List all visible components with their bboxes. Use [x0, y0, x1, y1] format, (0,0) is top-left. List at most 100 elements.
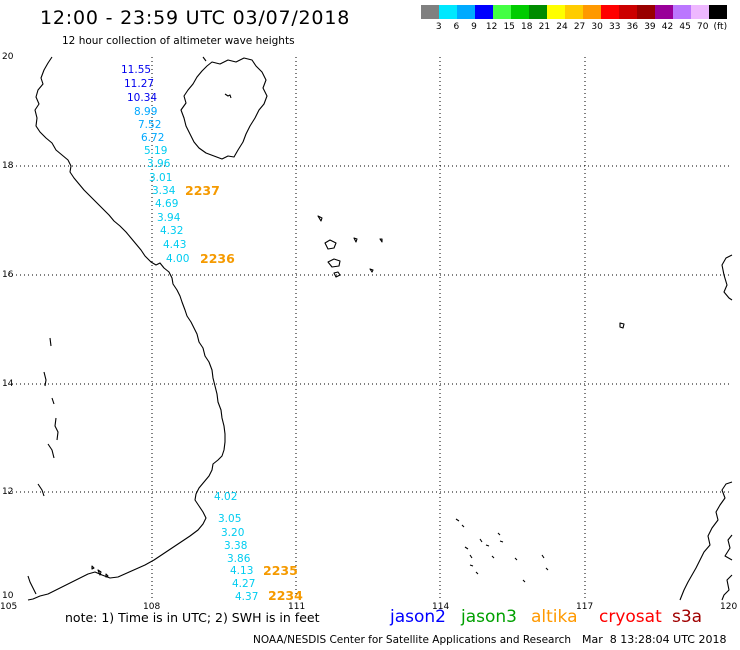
satellite-name-altika: altika	[531, 607, 578, 627]
satellite-name-jason3: jason3	[461, 607, 517, 627]
inland-water-marks	[27, 337, 59, 595]
pass-time-label: 2235	[263, 563, 298, 578]
gulf-islands	[91, 565, 109, 578]
hainan-inland-mark	[224, 93, 232, 99]
page-subtitle: 12 hour collection of altimeter wave hei…	[62, 35, 295, 47]
pass-time-label: 2236	[200, 251, 235, 266]
legend-tick-label: 24	[556, 22, 568, 32]
satellite-name-jason2: jason2	[390, 607, 446, 627]
legend-color-swatch	[691, 5, 709, 19]
wave-height-label: 5.19	[144, 145, 168, 157]
legend-tick-label: 27	[573, 22, 586, 32]
spratly-islands	[455, 518, 549, 583]
wave-height-label: 4.00	[166, 253, 190, 265]
legend-color-swatch	[601, 5, 619, 19]
latitude-label: 20	[2, 52, 14, 62]
units-note: note: 1) Time is in UTC; 2) SWH is in fe…	[65, 610, 320, 625]
paracel-islands	[317, 215, 383, 278]
legend-color-swatch	[475, 5, 493, 19]
legend-tick-label: 33	[609, 22, 621, 32]
wave-height-label: 3.34	[152, 185, 176, 197]
pass-time-label: 2237	[185, 183, 220, 198]
wave-height-label: 3.96	[147, 158, 171, 170]
longitude-label: 120	[720, 602, 738, 612]
legend-tick-label: 12	[485, 22, 498, 32]
graticule	[8, 57, 732, 600]
legend-color-swatch	[709, 5, 727, 19]
wave-height-label: 4.27	[232, 578, 256, 590]
mainland-coast-fragment	[202, 56, 207, 62]
legend-color-swatch	[529, 5, 547, 19]
coastlines	[27, 56, 733, 601]
philippines-coast-south	[721, 534, 733, 601]
philippines-coast-north	[721, 254, 733, 301]
legend-tick-label: 36	[626, 22, 639, 32]
satellite-name-cryosat: cryosat	[599, 607, 662, 627]
legend-tick-label: 21	[538, 22, 551, 32]
legend-tick-label: 15	[503, 22, 515, 32]
wave-height-label: 4.32	[160, 225, 184, 237]
longitude-label: 108	[143, 602, 161, 612]
legend-tick-label: 9	[471, 22, 477, 32]
legend-tick-label: 70	[696, 22, 709, 32]
wave-height-label: 11.27	[124, 78, 155, 90]
legend-color-swatch	[637, 5, 655, 19]
wave-height-label: 3.01	[149, 172, 173, 184]
latitude-label: 14	[2, 379, 14, 389]
longitude-label: 105	[0, 602, 18, 612]
legend-color-swatch	[583, 5, 601, 19]
legend-tick-label: 30	[591, 22, 603, 32]
legend-color-swatch	[511, 5, 529, 19]
legend-color-swatch	[619, 5, 637, 19]
wave-height-label: 3.86	[227, 553, 251, 565]
longitude-label: 117	[576, 602, 594, 612]
legend-color-swatch	[673, 5, 691, 19]
legend-color-swatch	[655, 5, 673, 19]
legend-tick-label: 39	[644, 22, 656, 32]
wave-height-label: 8.99	[134, 106, 158, 118]
legend-color-swatch	[565, 5, 583, 19]
wave-height-legend: 3 6 9 12 15 18 21 24 27 30 33 36 39 42 45 70 (ft)	[421, 5, 727, 35]
latitude-label: 18	[2, 161, 14, 171]
latitude-label: 10	[2, 591, 14, 601]
wave-height-label: 4.43	[163, 239, 187, 251]
mainland-coastline	[27, 56, 226, 601]
palawan-coast	[679, 481, 733, 601]
wave-height-label: 4.69	[155, 198, 179, 210]
legend-color-swatch	[421, 5, 439, 19]
latitude-label: 12	[2, 487, 14, 497]
pass-time-label: 2234	[268, 588, 303, 603]
page-title: 12:00 - 23:59 UTC 03/07/2018	[40, 7, 351, 29]
offshore-islet	[619, 322, 625, 329]
legend-tick-labels: 3 6 9 12 15 18 21 24 27 30 33 36 39 42 45 70 (ft)	[430, 22, 729, 32]
wave-height-label: 7.52	[138, 119, 162, 131]
satellite-name-s3a: s3a	[672, 607, 703, 627]
wave-height-label: 3.05	[218, 513, 242, 525]
legend-color-swatch	[457, 5, 475, 19]
legend-tick-label: 3	[435, 22, 442, 32]
wave-height-label: 4.37	[235, 591, 259, 603]
generation-timestamp: Mar 8 13:28:04 UTC 2018	[582, 633, 727, 646]
legend-color-bar	[421, 5, 727, 19]
wave-height-label: 11.55	[121, 64, 152, 76]
legend-tick-label: 45	[679, 22, 691, 32]
wave-height-label: 3.20	[221, 527, 245, 539]
legend-color-swatch	[547, 5, 565, 19]
wave-height-label: 4.02	[214, 491, 238, 503]
legend-color-swatch	[493, 5, 511, 19]
wave-height-label: 10.34	[127, 92, 158, 104]
legend-tick-label: 42	[661, 22, 674, 32]
legend-tick-label: 6	[453, 22, 460, 32]
legend-unit-label: (ft)	[713, 22, 728, 32]
latitude-label: 16	[2, 270, 14, 280]
wave-height-label: 6.72	[141, 132, 165, 144]
producer-credit: NOAA/NESDIS Center for Satellite Applica…	[253, 634, 571, 646]
wave-height-label: 4.13	[230, 565, 254, 577]
hainan-island	[180, 57, 268, 160]
wave-height-label: 3.38	[224, 540, 248, 552]
wave-height-label: 3.94	[157, 212, 181, 224]
longitude-label: 111	[288, 602, 306, 612]
legend-tick-label: 18	[521, 22, 533, 32]
legend-color-swatch	[439, 5, 457, 19]
